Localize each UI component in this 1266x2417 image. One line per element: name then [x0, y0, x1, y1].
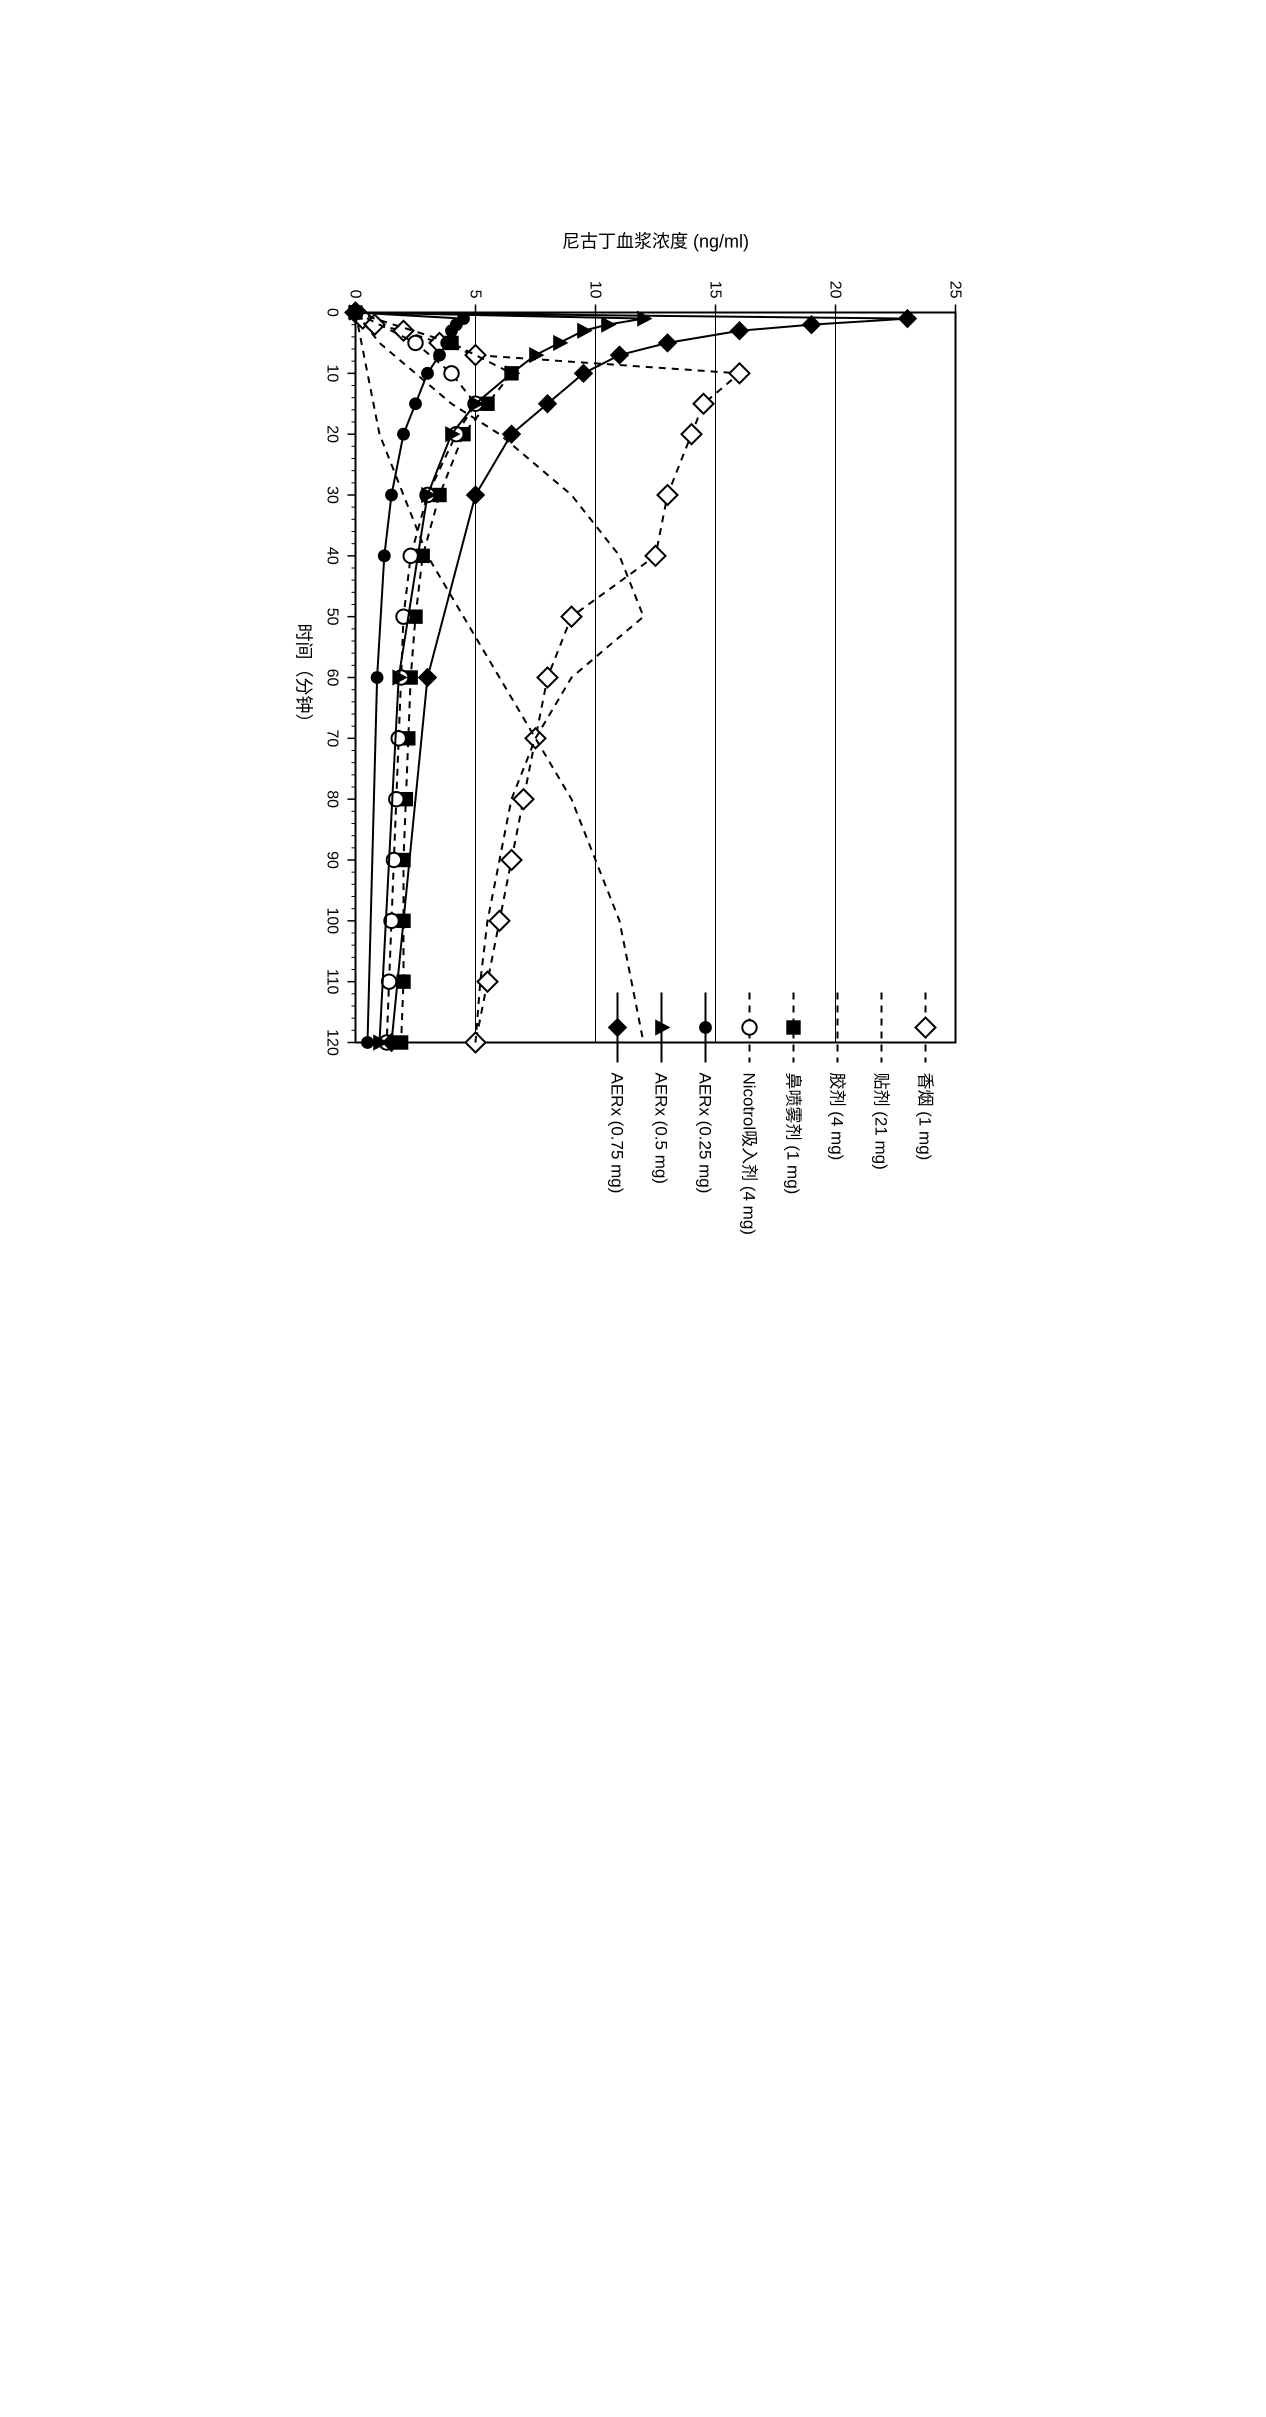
legend-item: 香烟 (1 mg): [916, 993, 936, 1161]
series-AERx-0-5-mg-: [349, 304, 652, 1050]
legend-item: AERx (0.5 mg): [652, 993, 671, 1184]
legend-item: Nicotrol吸入剂 (4 mg): [740, 993, 759, 1235]
svg-text:110: 110: [324, 969, 341, 995]
svg-text:60: 60: [324, 669, 341, 687]
svg-text:15: 15: [707, 281, 724, 299]
legend-item: 贴剂 (21 mg): [872, 993, 891, 1170]
svg-text:10: 10: [587, 281, 604, 299]
svg-text:10: 10: [324, 364, 341, 382]
svg-text:30: 30: [324, 486, 341, 504]
legend-label: 鼻喷雾剂 (1 mg): [784, 1073, 803, 1195]
legend-label: Nicotrol吸入剂 (4 mg): [740, 1073, 759, 1235]
legend-item: 胶剂 (4 mg): [828, 993, 847, 1161]
svg-text:50: 50: [324, 608, 341, 626]
legend-label: AERx (0.25 mg): [696, 1073, 715, 1194]
legend-item: AERx (0.25 mg): [696, 993, 715, 1194]
x-axis-label: 时间（分钟）: [294, 624, 314, 732]
svg-text:25: 25: [947, 281, 964, 299]
legend-label: 贴剂 (21 mg): [872, 1073, 891, 1170]
legend-label: 胶剂 (4 mg): [828, 1073, 847, 1161]
nicotine-plasma-chart: 0 10 20 30 40 50 60 70 80 90 100 110 120 0 5 10 15 20 25 时间…: [286, 223, 986, 1323]
svg-text:20: 20: [324, 425, 341, 443]
svg-text:0: 0: [324, 308, 341, 317]
legend-label: 香烟 (1 mg): [916, 1073, 935, 1161]
svg-text:120: 120: [324, 1029, 341, 1056]
svg-text:100: 100: [324, 907, 341, 934]
legend-item: 鼻喷雾剂 (1 mg): [784, 993, 803, 1195]
chart-container: 0 10 20 30 40 50 60 70 80 90 100 110 120 0 5 10 15 20 25 时间…: [281, 223, 986, 1323]
svg-text:70: 70: [324, 729, 341, 747]
svg-text:20: 20: [827, 281, 844, 299]
y-axis-label: 尼古丁血浆浓度 (ng/ml): [562, 232, 749, 252]
svg-text:90: 90: [324, 851, 341, 869]
legend-label: AERx (0.5 mg): [652, 1073, 671, 1184]
svg-text:5: 5: [467, 290, 484, 299]
series-AERx-0-75-mg-: [347, 304, 917, 1052]
legend-item: AERx (0.75 mg): [608, 993, 627, 1194]
svg-text:80: 80: [324, 790, 341, 808]
legend-label: AERx (0.75 mg): [608, 1073, 627, 1194]
svg-text:40: 40: [324, 547, 341, 565]
svg-text:0: 0: [347, 290, 364, 299]
